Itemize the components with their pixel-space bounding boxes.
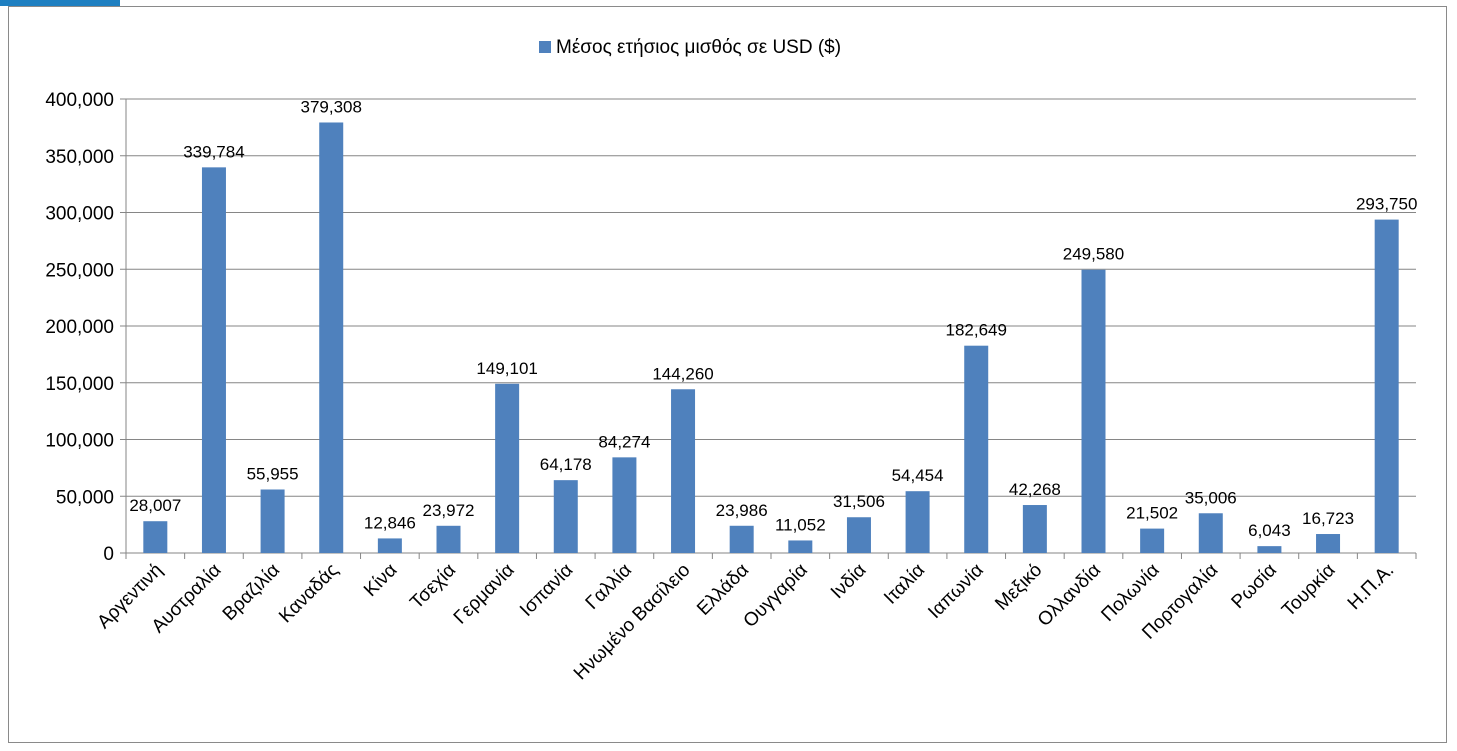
y-tick-label: 100,000 [45, 431, 114, 452]
data-label: 31,506 [833, 492, 885, 511]
x-category-label: Βραζιλία [219, 560, 284, 625]
data-label: 23,986 [716, 501, 768, 520]
data-label: 35,006 [1185, 488, 1237, 507]
bar [1022, 505, 1047, 553]
data-label: 379,308 [301, 97, 362, 116]
top-accent-strip [0, 0, 120, 6]
x-category-label: Ιαπωνία [924, 560, 987, 623]
bars [143, 122, 1399, 554]
data-label: 54,454 [892, 466, 944, 485]
bar [612, 457, 637, 553]
data-label: 6,043 [1248, 521, 1291, 540]
y-tick-label: 400,000 [45, 90, 114, 111]
data-label: 16,723 [1302, 509, 1354, 528]
data-label: 28,007 [129, 496, 181, 515]
bar-chart: Μέσος ετήσιος μισθός σε USD ($) 0 50,000 1… [45, 37, 1417, 685]
data-label: 11,052 [775, 515, 826, 534]
y-axis-ticks: 0 50,000 100,000 150,000 200,000 250,000 300,0… [45, 90, 114, 565]
x-category-label: Γαλλία [582, 560, 636, 614]
x-category-label: Ινδία [827, 560, 871, 604]
bar [905, 491, 930, 553]
y-tick-label: 300,000 [45, 204, 114, 225]
legend-label: Μέσος ετήσιος μισθός σε USD ($) [556, 37, 841, 58]
x-category-label: Τουρκία [1278, 560, 1340, 622]
chart-frame: Μέσος ετήσιος μισθός σε USD ($) 0 50,000 1… [8, 6, 1447, 743]
data-label: 293,750 [1356, 195, 1417, 214]
y-tick-label: 350,000 [45, 147, 114, 168]
bar [143, 521, 168, 553]
x-category-label: Μεξικό [991, 560, 1046, 615]
x-category-label: Ελλάδα [693, 560, 753, 620]
x-category-label: Καναδάς [275, 560, 343, 628]
data-label: 23,972 [423, 501, 475, 520]
x-category-label: Κίνα [360, 560, 401, 601]
bar [788, 540, 813, 553]
bar [671, 389, 696, 553]
bar [201, 167, 226, 553]
data-label: 149,101 [476, 359, 537, 378]
data-label: 42,268 [1009, 480, 1061, 499]
y-tick-label: 250,000 [45, 260, 114, 281]
x-category-label: Ιταλία [880, 560, 929, 609]
data-label: 182,649 [946, 321, 1007, 340]
data-labels: 28,007 339,784 55,955 379,308 12,846 23,972 14… [129, 97, 1417, 540]
x-category-label: Ισπανία [516, 560, 577, 621]
y-tick-label: 150,000 [45, 374, 114, 395]
legend-swatch [539, 41, 551, 53]
data-label: 144,260 [652, 364, 713, 383]
bar [553, 480, 578, 553]
bar [1374, 219, 1399, 553]
legend: Μέσος ετήσιος μισθός σε USD ($) [539, 37, 841, 58]
x-category-label: Η.Π.Α. [1344, 560, 1398, 614]
bar [1198, 513, 1223, 553]
x-category-label: Ρωσία [1228, 560, 1281, 613]
x-category-label: Τσεχία [406, 560, 460, 614]
x-category-label: Ουγγαρία [740, 560, 812, 632]
bar [319, 122, 344, 554]
bar [1257, 546, 1282, 553]
bar [377, 538, 402, 553]
data-label: 12,846 [364, 513, 416, 532]
bar [1140, 528, 1165, 553]
bar [1081, 269, 1106, 553]
bar [729, 525, 754, 553]
y-tick-label: 200,000 [45, 317, 114, 338]
data-label: 339,784 [183, 142, 244, 161]
bar [436, 525, 461, 553]
x-category-label: Γερμανία [450, 560, 519, 629]
x-category-label: Ολλανδία [1034, 560, 1105, 631]
bar [495, 383, 520, 553]
bar [260, 489, 285, 553]
data-label: 55,955 [247, 464, 299, 483]
y-tick-label: 0 [103, 544, 114, 565]
bar [964, 345, 989, 553]
data-label: 21,502 [1126, 504, 1178, 523]
bar [1316, 534, 1341, 553]
data-label: 249,580 [1063, 245, 1124, 264]
x-category-label: Ηνωμένο Βασίλειο [570, 560, 695, 685]
data-label: 84,274 [598, 432, 650, 451]
data-label: 64,178 [540, 455, 592, 474]
y-tick-label: 50,000 [56, 487, 114, 508]
bar [846, 517, 871, 553]
